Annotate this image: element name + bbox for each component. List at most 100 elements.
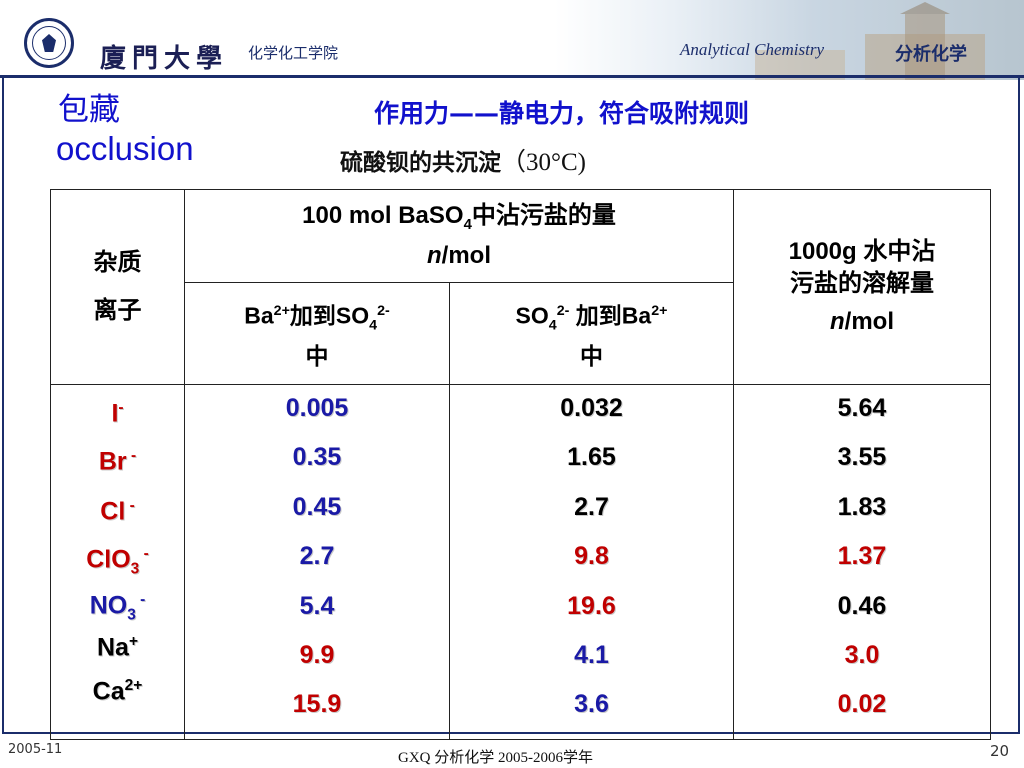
ba-into-so4-value: 0.45 (292, 492, 342, 521)
ion-symbol: NO (89, 591, 128, 620)
header-sup: 2+ (273, 303, 290, 320)
header-impurity-line1: 杂质 (93, 249, 142, 276)
coprecipitation-table: 杂质 离子 100 mol BaSO4中沾污盐的量 n/mol 1000g 水中… (50, 189, 991, 740)
ion-column: I- Br - Cl - ClO3 - NO3 - Na+ Ca2+ (50, 384, 185, 740)
solubility-value: 5.64 (837, 394, 887, 422)
header-so4-into-ba-line2: 中 (580, 342, 603, 369)
ion-symbol: ClO (86, 545, 131, 574)
header-text: 中沾污盐的量 (471, 201, 616, 229)
header-ba-into-so4: Ba2+加到SO42- 中 (184, 282, 450, 385)
header-baso4-unit: n/mol (185, 240, 733, 272)
ion-charge: - (125, 497, 135, 514)
subtitle-text: 硫酸钡的共沉淀 (340, 150, 501, 176)
unit-italic-n: n (426, 242, 442, 270)
seal-ring (32, 26, 66, 60)
ba-into-so4-value: 2.7 (299, 542, 335, 571)
header-text: SO (515, 303, 549, 330)
header-baso4-amount: 100 mol BaSO4中沾污盐的量 n/mol (184, 189, 734, 283)
campus-photo-banner (555, 0, 1024, 80)
ion-charge: - (118, 399, 124, 416)
solubility-value: 3.0 (844, 640, 880, 669)
solubility-value: 0.46 (837, 591, 887, 620)
ion-label: ClO3 - (51, 539, 184, 585)
ion-label: NO3 - (51, 585, 184, 627)
unit-text: /mol (844, 308, 894, 335)
footer-course: GXQ 分析化学 2005-2006学年 (398, 750, 593, 766)
header-text: 加到SO (289, 303, 370, 330)
table-subheader-row: Ba2+加到SO42- 中 SO42- 加到Ba2+ 中 (51, 282, 991, 385)
so4-into-ba-value: 2.7 (574, 492, 609, 521)
so4-into-ba-value: 4.1 (574, 640, 609, 669)
ion-charge: - (135, 591, 146, 608)
header-sub: 4 (369, 317, 378, 334)
header-solubility-line1: 1000g 水中沾 (788, 238, 936, 265)
ba-into-so4-value: 0.005 (285, 394, 349, 422)
ion-symbol: Cl (100, 497, 126, 526)
header-so4-into-ba: SO42- 加到Ba2+ 中 (449, 282, 734, 385)
slide-number: 20 (990, 742, 1010, 760)
header-text: 100 mol BaSO (302, 201, 464, 229)
building-roof-shape (900, 2, 950, 14)
ion-charge: - (126, 447, 137, 464)
so4-into-ba-values-column: 0.032 1.65 2.7 9.8 19.6 4.1 3.6 (449, 384, 734, 740)
subtitle-force: 作用力——静电力，符合吸附规则 (374, 99, 750, 128)
department-name: 化学化工学院 (248, 44, 339, 62)
header-solubility-unit: n/mol (734, 306, 990, 338)
so4-into-ba-value: 1.65 (567, 443, 616, 472)
slide-title-en: occlusion (56, 130, 194, 167)
ion-charge: 2+ (124, 677, 143, 694)
seal-emblem (42, 34, 56, 52)
course-name-cn: 分析化学 (895, 44, 967, 65)
header-divider (0, 75, 1024, 78)
so4-into-ba-value: 0.032 (560, 394, 623, 422)
header-so4-into-ba-line1: SO42- 加到Ba2+ (450, 296, 733, 340)
building-tower-shape (905, 14, 945, 80)
so4-into-ba-value: 3.6 (574, 690, 609, 719)
ba-into-so4-value: 5.4 (299, 591, 335, 620)
header-sub: 4 (548, 317, 557, 334)
ba-into-so4-value: 0.35 (292, 443, 342, 472)
solubility-value: 3.55 (837, 443, 887, 472)
header-ba-into-so4-line2: 中 (305, 342, 329, 369)
ion-charge: - (139, 545, 149, 562)
ion-label: I- (51, 393, 184, 441)
ion-symbol: Na (96, 633, 129, 662)
header-text: 加到Ba (569, 303, 652, 330)
slide-title-cn: 包藏 (58, 92, 120, 128)
university-calligraphy-logo: 廈門大學 (100, 44, 229, 74)
ba-into-so4-value: 15.9 (292, 690, 342, 719)
ion-charge: + (128, 633, 139, 650)
header-impurity-ion: 杂质 离子 (50, 189, 185, 385)
ion-symbol: Br (98, 447, 127, 476)
solubility-value: 0.02 (837, 690, 887, 719)
header-sup: 2- (556, 303, 570, 320)
table-header-row: 杂质 离子 100 mol BaSO4中沾污盐的量 n/mol 1000g 水中… (50, 189, 991, 385)
ion-label: Na+ (51, 627, 184, 671)
ion-symbol: I (111, 399, 119, 428)
ion-subscript: 3 (130, 560, 140, 578)
unit-text: /mol (441, 242, 491, 270)
course-name-en: Analytical Chemistry (680, 40, 825, 59)
so4-into-ba-value: 19.6 (567, 591, 616, 620)
ion-label: Cl - (51, 491, 184, 539)
subtitle-coprecipitation: 硫酸钡的共沉淀（30°C) (340, 142, 586, 178)
ion-label: Br - (51, 441, 184, 491)
slide-header: 廈門大學 化学化工学院 Analytical Chemistry 分析化学 (0, 0, 1024, 80)
header-text: Ba (244, 303, 274, 330)
header-impurity-line2: 离子 (93, 297, 142, 324)
header-sup: 2+ (651, 303, 668, 320)
ion-label: Ca2+ (51, 671, 184, 715)
unit-italic-n: n (829, 308, 845, 335)
header-sub: 4 (463, 216, 472, 233)
footer-date: 2005-11 (8, 742, 63, 757)
solubility-values-column: 5.64 3.55 1.83 1.37 0.46 3.0 0.02 (733, 384, 991, 740)
header-baso4-line1: 100 mol BaSO4中沾污盐的量 (185, 200, 733, 241)
header-ba-into-so4-line1: Ba2+加到SO42- (185, 296, 449, 340)
solubility-value: 1.37 (837, 542, 887, 571)
header-solubility-line2: 污盐的溶解量 (790, 270, 934, 297)
ba-into-so4-value: 9.9 (299, 640, 335, 669)
ba-into-so4-values-column: 0.005 0.35 0.45 2.7 5.4 9.9 15.9 (184, 384, 450, 740)
table-body-row: I- Br - Cl - ClO3 - NO3 - Na+ Ca2+ 0.005 0.35 0.… (50, 384, 991, 740)
subtitle-temperature: （30°C) (501, 149, 586, 176)
so4-into-ba-value: 9.8 (574, 542, 609, 571)
